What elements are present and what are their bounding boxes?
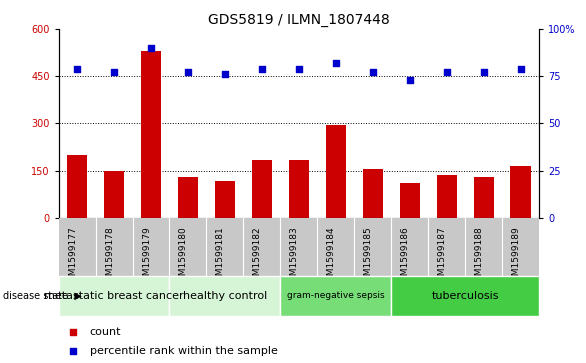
Bar [363, 169, 383, 218]
Point [516, 66, 525, 72]
Text: GSM1599180: GSM1599180 [179, 227, 188, 287]
Point [110, 70, 119, 76]
Point [257, 66, 267, 72]
Text: GSM1599183: GSM1599183 [290, 227, 299, 287]
Text: GSM1599187: GSM1599187 [438, 227, 447, 287]
Point [146, 45, 156, 51]
Text: GSM1599177: GSM1599177 [68, 227, 77, 287]
Text: GSM1599182: GSM1599182 [253, 227, 262, 287]
Title: GDS5819 / ILMN_1807448: GDS5819 / ILMN_1807448 [208, 13, 390, 26]
Bar [289, 160, 309, 218]
Text: GSM1599179: GSM1599179 [142, 227, 151, 287]
Point [368, 70, 377, 76]
Bar [141, 51, 161, 218]
Text: GSM1599186: GSM1599186 [401, 227, 410, 287]
Text: GSM1599181: GSM1599181 [216, 227, 225, 287]
Text: GSM1599185: GSM1599185 [364, 227, 373, 287]
Bar [510, 166, 531, 218]
Bar [326, 125, 346, 218]
Bar [59, 276, 169, 316]
Bar [400, 183, 420, 218]
Text: GSM1599178: GSM1599178 [105, 227, 114, 287]
Point [294, 66, 304, 72]
Point [405, 77, 414, 83]
Text: GSM1599188: GSM1599188 [475, 227, 483, 287]
Bar [178, 177, 198, 218]
Text: tuberculosis: tuberculosis [431, 291, 499, 301]
Point [331, 60, 340, 66]
Bar [280, 276, 391, 316]
Point [73, 66, 82, 72]
Point [479, 70, 488, 76]
Text: healthy control: healthy control [183, 291, 267, 301]
Text: percentile rank within the sample: percentile rank within the sample [90, 346, 278, 356]
Bar [169, 276, 280, 316]
Text: GSM1599189: GSM1599189 [512, 227, 520, 287]
Bar [104, 171, 124, 218]
Bar [67, 155, 87, 218]
Text: GSM1599184: GSM1599184 [327, 227, 336, 287]
Point [220, 72, 230, 77]
Point [442, 70, 451, 76]
Text: count: count [90, 327, 121, 337]
Text: metastatic breast cancer: metastatic breast cancer [44, 291, 184, 301]
Point [69, 329, 78, 335]
Bar [252, 160, 272, 218]
Point [183, 70, 193, 76]
Bar [473, 177, 494, 218]
Text: disease state  ▶: disease state ▶ [3, 291, 82, 301]
Text: gram-negative sepsis: gram-negative sepsis [287, 291, 384, 300]
Point [69, 348, 78, 354]
Bar [437, 175, 457, 218]
Bar [391, 276, 539, 316]
Bar [214, 181, 235, 218]
